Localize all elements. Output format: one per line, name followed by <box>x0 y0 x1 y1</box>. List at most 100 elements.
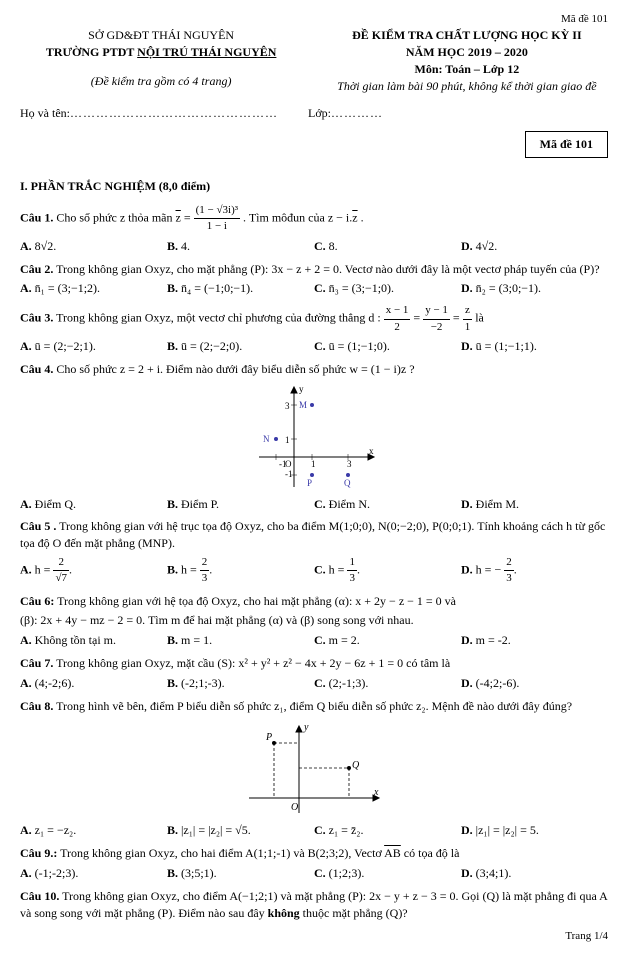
q9-options: A. (-1;-2;3). B. (3;5;1). C. (1;2;3). D.… <box>20 865 608 882</box>
q1-B: B. 4. <box>167 238 314 255</box>
school-name: TRƯỜNG PTDT NỘI TRÚ THÁI NGUYÊN <box>20 44 302 61</box>
q2-text: Trong không gian Oxyz, cho mặt phẳng (P)… <box>56 262 599 276</box>
q4-label: Câu 4. <box>20 362 53 376</box>
q5-options: A. h = 2√7. B. h = 23. C. h = 13. D. h =… <box>20 555 608 587</box>
q1-mid: z − i.z <box>328 211 358 225</box>
q8-text: Trong hình vẽ bên, điểm P biểu diễn số p… <box>56 699 572 713</box>
q6-label: Câu 6: <box>20 594 54 608</box>
q1-C: C. 8. <box>314 238 461 255</box>
q4-options: A. Điểm Q. B. Điểm P. C. Điểm N. D. Điểm… <box>20 496 608 513</box>
q7-text: Trong không gian Oxyz, mặt cầu (S): x² +… <box>56 656 450 670</box>
q9-D: D. (3;4;1). <box>461 865 608 882</box>
question-8: Câu 8. Trong hình vẽ bên, điểm P biểu di… <box>20 698 608 715</box>
exam-title: ĐỀ KIỂM TRA CHẤT LƯỢNG HỌC KỲ II <box>326 27 608 44</box>
q1-zbar: z <box>176 211 181 225</box>
q7-B: B. (-2;1;-3). <box>167 675 314 692</box>
q5-text: Trong không gian với hệ trục tọa độ Oxyz… <box>20 519 605 550</box>
svg-text:-1: -1 <box>279 459 287 469</box>
q8-A: A. z₁ = −z₂. <box>20 822 167 839</box>
q3-f2: y − 1−2 <box>423 303 450 335</box>
exam-code-box: Mã đề 101 <box>525 131 608 158</box>
time-note: Thời gian làm bài 90 phút, không kể thời… <box>326 78 608 95</box>
q8-graph: P Q Ox y <box>239 718 389 818</box>
question-6: Câu 6: Trong không gian với hệ tọa độ Ox… <box>20 593 608 610</box>
q3-f1: x − 12 <box>384 303 411 335</box>
q3-f3: z1 <box>463 303 473 335</box>
question-9: Câu 9.: Trong không gian Oxyz, cho hai đ… <box>20 845 608 862</box>
q5-C: C. h = 13. <box>314 555 461 587</box>
q1-options: A. 8√2. B. 4. C. 8. D. 4√2. <box>20 238 608 255</box>
class-label: Lớp: <box>308 105 331 122</box>
student-info-row: Họ và tên: ………………………………………… Lớp: ………… <box>20 105 608 122</box>
exam-code-top: Mã đề 101 <box>20 12 608 27</box>
q4-D: D. Điểm M. <box>461 496 608 513</box>
q8-C: C. z₁ = z̄₂. <box>314 822 461 839</box>
q3-label: Câu 3. <box>20 311 53 325</box>
q9-C: C. (1;2;3). <box>314 865 461 882</box>
q6-text-a: Trong không gian với hệ tọa độ Oxyz, cho… <box>57 594 456 608</box>
svg-text:Q: Q <box>352 760 360 771</box>
name-dots: ………………………………………… <box>70 105 278 122</box>
subject: Môn: Toán – Lớp 12 <box>326 61 608 78</box>
q6-B: B. m = 1. <box>167 632 314 649</box>
page-count-note: (Đề kiểm tra gồm có 4 trang) <box>20 73 302 90</box>
svg-text:x: x <box>373 787 379 798</box>
svg-text:-1: -1 <box>285 469 293 479</box>
q6-D: D. m = -2. <box>461 632 608 649</box>
svg-text:P: P <box>265 732 272 743</box>
q7-label: Câu 7. <box>20 656 53 670</box>
question-10: Câu 10. Trong không gian Oxyz, cho điểm … <box>20 888 608 922</box>
question-5: Câu 5 . Trong không gian với hệ trục tọa… <box>20 518 608 552</box>
q9-B: B. (3;5;1). <box>167 865 314 882</box>
q8-B: B. |z₁| = |z₂| = √5. <box>167 822 314 839</box>
q1-label: Câu 1. <box>20 211 53 225</box>
q5-B: B. h = 23. <box>167 555 314 587</box>
q5-label: Câu 5 . <box>20 519 56 533</box>
q7-C: C. (2;-1;3). <box>314 675 461 692</box>
q1-D: D. 4√2. <box>461 238 608 255</box>
q8-options: A. z₁ = −z₂. B. |z₁| = |z₂| = √5. C. z₁ … <box>20 822 608 839</box>
question-3: Câu 3. Trong không gian Oxyz, một vectơ … <box>20 303 608 335</box>
name-label: Họ và tên: <box>20 105 70 122</box>
question-4: Câu 4. Cho số phức z = 2 + i. Điểm nào d… <box>20 361 608 378</box>
q9-text: Trong không gian Oxyz, cho hai điểm A(1;… <box>60 846 459 860</box>
q7-D: D. (-4;2;-6). <box>461 675 608 692</box>
svg-text:N: N <box>263 434 270 444</box>
q5-D: D. h = − 23. <box>461 555 608 587</box>
q1-text-b: . Tìm môđun của <box>243 211 328 225</box>
q3-text-a: Trong không gian Oxyz, một vectơ chỉ phư… <box>56 311 384 325</box>
q3-D: D. ū = (1;−1;1). <box>461 338 608 355</box>
svg-text:O: O <box>291 802 298 813</box>
q2-label: Câu 2. <box>20 262 53 276</box>
q3-text-b: là <box>475 311 484 325</box>
q6-options: A. Không tồn tại m. B. m = 1. C. m = 2. … <box>20 632 608 649</box>
q4-C: C. Điểm N. <box>314 496 461 513</box>
svg-text:y: y <box>303 722 309 733</box>
q7-options: A. (4;-2;6). B. (-2;1;-3). C. (2;-1;3). … <box>20 675 608 692</box>
q6-text-b: (β): 2x + 4y − mz − 2 = 0. Tìm m để hai … <box>20 612 608 629</box>
q4-text: Cho số phức z = 2 + i. Điểm nào dưới đây… <box>56 362 414 376</box>
svg-text:x: x <box>369 446 374 456</box>
header-left: SỞ GD&ĐT THÁI NGUYÊN TRƯỜNG PTDT NỘI TRÚ… <box>20 27 302 89</box>
q1-text-c: . <box>361 211 364 225</box>
q3-B: B. ū = (2;−2;0). <box>167 338 314 355</box>
header-right: ĐỀ KIỂM TRA CHẤT LƯỢNG HỌC KỲ II NĂM HỌC… <box>326 27 608 94</box>
svg-text:P: P <box>307 478 312 488</box>
q4-A: A. Điểm Q. <box>20 496 167 513</box>
department: SỞ GD&ĐT THÁI NGUYÊN <box>20 27 302 44</box>
q2-A: A. n̄₁ = (3;−1;2). <box>20 280 167 297</box>
q3-A: A. ū = (2;−2;1). <box>20 338 167 355</box>
q2-B: B. n̄₄ = (−1;0;−1). <box>167 280 314 297</box>
school-year: NĂM HỌC 2019 – 2020 <box>326 44 608 61</box>
header-row: SỞ GD&ĐT THÁI NGUYÊN TRƯỜNG PTDT NỘI TRÚ… <box>20 27 608 94</box>
svg-text:Q: Q <box>344 478 351 488</box>
q2-D: D. n̄₂ = (3;0;−1). <box>461 280 608 297</box>
q3-C: C. ū = (1;−1;0). <box>314 338 461 355</box>
q2-C: C. n̄₃ = (3;−1;0). <box>314 280 461 297</box>
q7-A: A. (4;-2;6). <box>20 675 167 692</box>
q8-D: D. |z₁| = |z₂| = 5. <box>461 822 608 839</box>
svg-text:y: y <box>299 384 304 394</box>
q3-options: A. ū = (2;−2;1). B. ū = (2;−2;0). C. ū =… <box>20 338 608 355</box>
q9-label: Câu 9.: <box>20 846 57 860</box>
q6-A: A. Không tồn tại m. <box>20 632 167 649</box>
